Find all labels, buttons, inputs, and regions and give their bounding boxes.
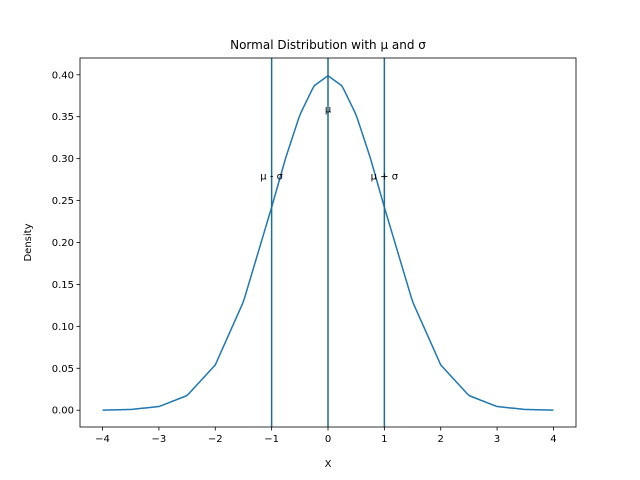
chart-title: Normal Distribution with μ and σ <box>230 38 426 52</box>
y-tick-label: 0.40 <box>52 70 74 81</box>
x-axis-label: X <box>325 459 332 470</box>
y-tick-label: 0.30 <box>52 154 74 165</box>
x-tick-label: 2 <box>438 434 444 445</box>
vertical-marker-label: μ + σ <box>371 171 399 182</box>
x-tick-label: 4 <box>550 434 556 445</box>
x-tick-label: −4 <box>95 434 110 445</box>
plot-frame <box>79 57 577 428</box>
x-tick-label: −2 <box>208 434 223 445</box>
y-tick-label: 0.00 <box>52 406 74 417</box>
vertical-marker-label: μ - σ <box>260 171 283 182</box>
x-tick-label: 3 <box>494 434 500 445</box>
x-tick-label: 0 <box>325 434 331 445</box>
y-tick-label: 0.20 <box>52 238 74 249</box>
y-tick-label: 0.10 <box>52 322 74 333</box>
y-tick-label: 0.35 <box>52 112 74 123</box>
y-tick-label: 0.05 <box>52 364 74 375</box>
x-tick-label: −1 <box>264 434 279 445</box>
vertical-marker-label: μ <box>325 104 332 115</box>
y-tick-label: 0.15 <box>52 280 74 291</box>
x-tick-label: −3 <box>152 434 167 445</box>
x-tick-label: 1 <box>381 434 387 445</box>
y-tick-label: 0.25 <box>52 196 74 207</box>
y-axis-label: Density <box>23 223 34 261</box>
